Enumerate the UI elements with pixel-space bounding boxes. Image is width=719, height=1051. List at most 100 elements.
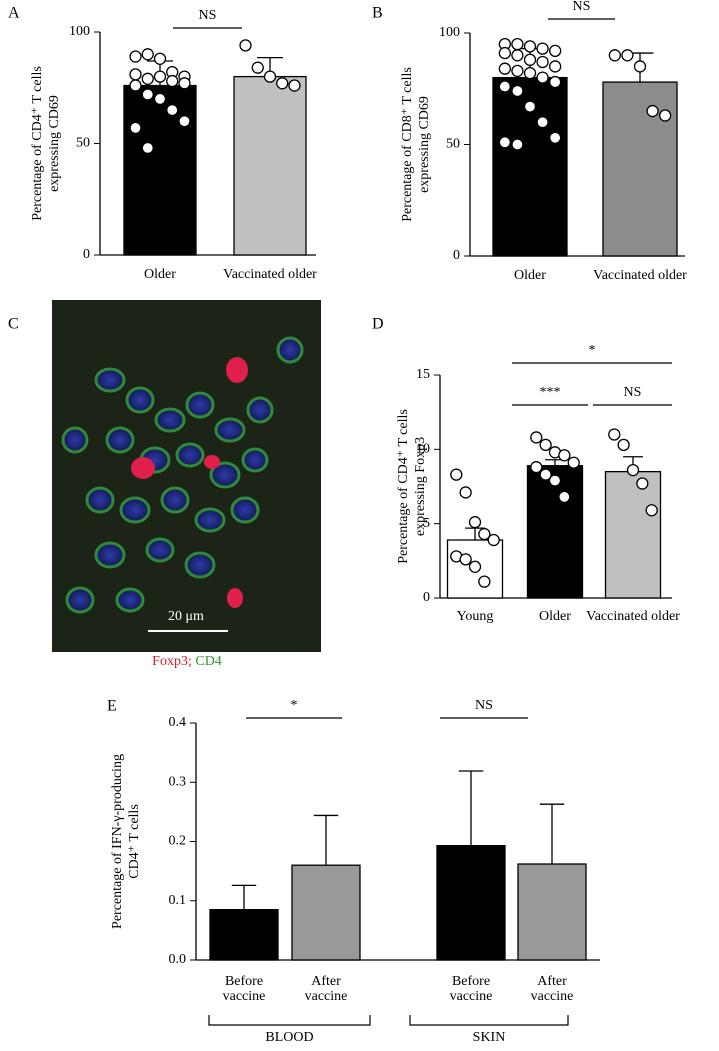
x-tick-label: vaccine (223, 989, 266, 1004)
scale-bar-label: 20 μm (168, 609, 204, 624)
data-point (478, 527, 491, 541)
data-point (141, 141, 154, 155)
bar (517, 863, 587, 961)
x-tick-label: Vaccinated older (593, 268, 687, 283)
y-tick-label: 15 (416, 367, 430, 382)
x-tick-label: Vaccinated older (586, 609, 680, 624)
data-point (608, 49, 621, 62)
data-point (621, 49, 634, 62)
bar (123, 84, 197, 256)
data-point (166, 74, 179, 88)
bar (602, 81, 678, 257)
y-tick-label: 50 (76, 136, 90, 151)
x-tick-label: Young (457, 609, 494, 624)
y-tick-label: 0.1 (169, 893, 187, 908)
data-point (539, 468, 552, 481)
data-point (511, 138, 524, 151)
significance-label: *** (540, 385, 561, 400)
y-axis-label: Percentage of CD4⁺ T cells (30, 66, 45, 221)
data-point (558, 449, 571, 462)
data-point (153, 52, 167, 65)
panel: E Percentage of IFN-γ-producing CD4⁺ T cel… (107, 698, 600, 1045)
y-tick-label: 10 (416, 442, 430, 457)
micrograph (52, 300, 321, 652)
y-tick-label: 100 (439, 25, 460, 40)
bar (209, 908, 279, 961)
significance-label: * (291, 698, 298, 713)
data-point (153, 70, 167, 83)
data-point (645, 504, 658, 517)
panel: A Percentage of CD4⁺ T cells expressing CD… (8, 5, 317, 283)
x-tick-label: After (537, 974, 567, 989)
caption-cd4: CD4 (195, 654, 221, 669)
panel-letter: C (8, 316, 19, 333)
x-tick-label: Before (452, 974, 490, 989)
data-point (536, 42, 549, 55)
data-point (153, 92, 167, 106)
data-point (478, 575, 491, 588)
data-point (166, 103, 179, 117)
data-point (636, 477, 649, 490)
y-axis-label: expressing CD69 (417, 96, 432, 193)
x-tick-label: vaccine (305, 989, 348, 1004)
data-point (530, 461, 543, 474)
y-tick-label: 0 (453, 248, 460, 263)
x-tick-label: Older (539, 609, 571, 624)
significance-label: * (589, 343, 596, 358)
data-point (523, 100, 537, 113)
data-point (511, 49, 524, 62)
data-point (498, 46, 511, 60)
y-axis-label: Percentage of CD8⁺ T cells (400, 67, 415, 222)
bar (436, 844, 506, 961)
y-axis-label: Percentage of CD4⁺ T cells (396, 409, 411, 564)
data-point (129, 121, 142, 135)
data-point (498, 136, 511, 149)
data-point (536, 55, 549, 69)
data-point (288, 79, 301, 92)
x-tick-label: Older (514, 268, 546, 283)
panel: D Percentage of CD4⁺ T cells expressing Fo… (372, 316, 680, 625)
caption: Foxp3; CD4 (152, 654, 222, 669)
data-point (468, 560, 482, 573)
data-point (511, 38, 524, 51)
cells (61, 336, 304, 614)
data-point (178, 77, 191, 90)
panel-letter: A (8, 5, 20, 22)
data-point (239, 39, 252, 52)
y-axis-label: CD4⁺ T cells (127, 804, 142, 879)
data-point (487, 533, 500, 547)
y-tick-label: 50 (446, 137, 460, 152)
y-tick-label: 0.2 (169, 834, 187, 849)
bar (233, 75, 307, 256)
data-point (141, 88, 154, 101)
x-tick-label: After (311, 974, 341, 989)
data-point (617, 438, 630, 452)
y-axis-label: expressing CD69 (47, 95, 62, 192)
data-point (536, 71, 549, 84)
data-point (129, 68, 142, 81)
group-bracket (208, 1015, 371, 1026)
significance-label: NS (199, 8, 217, 23)
data-point (459, 553, 472, 566)
data-point (523, 40, 537, 53)
data-point (530, 431, 543, 444)
data-point (558, 490, 571, 504)
bar (526, 465, 584, 599)
y-axis-label: expressing Foxp3 (413, 437, 428, 536)
data-point (459, 486, 472, 499)
data-point (539, 438, 552, 452)
data-point (276, 77, 289, 90)
y-tick-label: 0.0 (169, 952, 187, 967)
data-point (659, 109, 672, 122)
data-point (498, 80, 511, 93)
significance-label: NS (573, 0, 591, 14)
data-point (178, 115, 191, 128)
bar (604, 470, 662, 599)
bar (291, 864, 361, 961)
caption-foxp3: Foxp3; (152, 654, 192, 669)
data-point (523, 66, 537, 80)
y-tick-label: 0 (83, 247, 90, 262)
data-point (523, 53, 537, 66)
x-tick-label: Vaccinated older (223, 267, 317, 282)
data-point (608, 428, 621, 441)
